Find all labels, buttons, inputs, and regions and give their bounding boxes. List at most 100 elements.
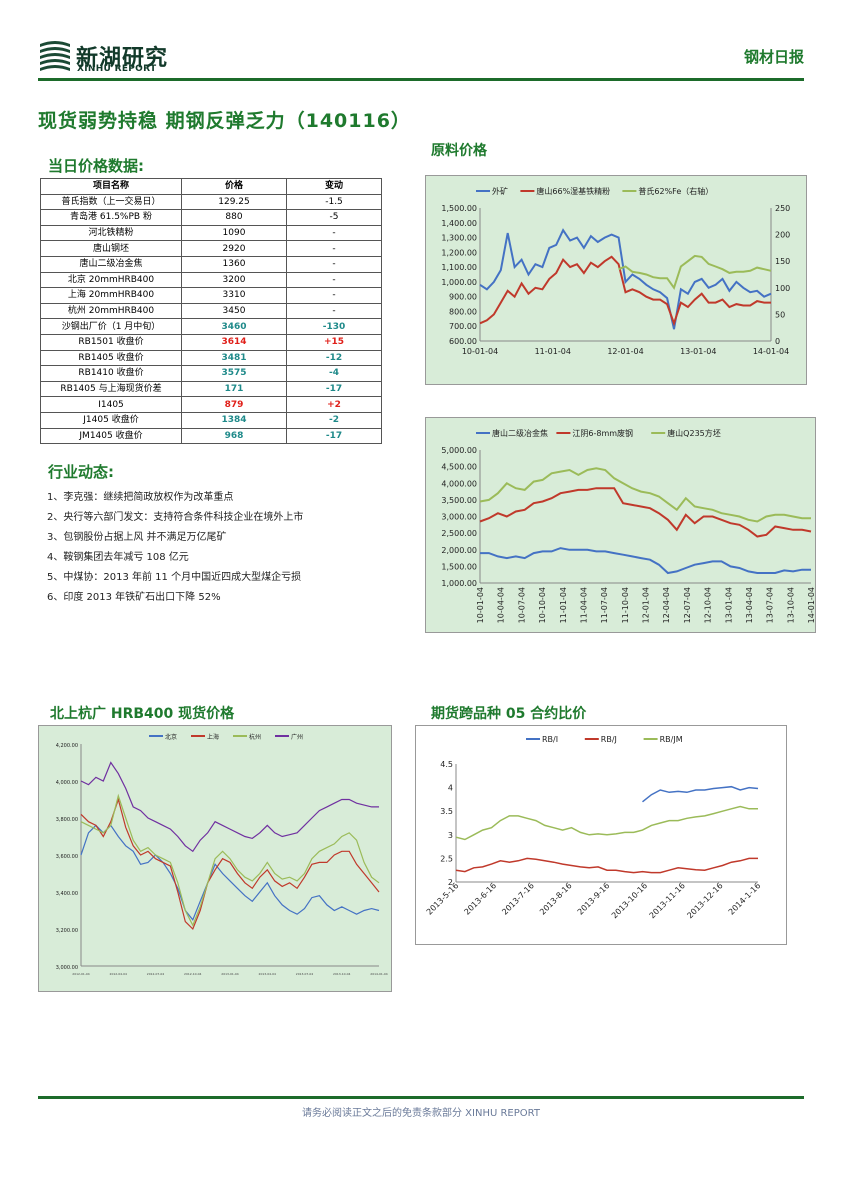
legend-label: 唐山二级冶金焦 <box>492 428 548 438</box>
news-item[interactable]: 2、央行等六部门发文：支持符合条件科技企业在境外上市 <box>47 512 304 523</box>
price-cell: 3310 <box>181 287 287 304</box>
series-line-3 <box>80 793 380 927</box>
x-tick-label: 2013-9-16 <box>576 881 612 917</box>
x-tick-label: 2013-11-16 <box>648 881 687 920</box>
y-tick-label: 3,200.00 <box>56 928 78 934</box>
legend-label: 上海 <box>207 733 219 741</box>
change-cell: +15 <box>286 333 382 351</box>
price-cell: 1090 <box>181 224 287 242</box>
table-row: RB1501 收盘价 3614 +15 <box>40 333 382 351</box>
item-name-cell: JM1405 收盘价 <box>40 427 182 445</box>
xinhu-logo-icon <box>38 40 72 71</box>
y-tick-label: 3,000.00 <box>56 965 78 971</box>
x-tick-label: 12-07-04 <box>683 587 692 623</box>
y2-tick-label: 100 <box>775 284 790 293</box>
y-tick-label: 1,000.00 <box>441 278 477 287</box>
y-tick-label: 4.5 <box>440 760 453 769</box>
table-row: 唐山二级冶金焦 1360- <box>40 255 382 273</box>
table-row: J1405 收盘价 1384 -2 <box>40 411 382 429</box>
column-header: 价格 <box>181 178 287 195</box>
y2-tick-label: 0 <box>775 337 780 346</box>
legend-label: 北京 <box>165 733 177 741</box>
item-name-cell: RB1405 与上海现货价差 <box>40 380 182 398</box>
y-tick-label: 3,400.00 <box>56 891 78 897</box>
news-item[interactable]: 1、李克强：继续把简政放权作为改革重点 <box>47 492 234 503</box>
column-header: 项目名称 <box>40 178 182 195</box>
y-tick-label: 4,000.00 <box>56 780 78 786</box>
news-item[interactable]: 6、印度 2013 年铁矿石出口下降 52% <box>47 592 221 603</box>
column-header: 变动 <box>286 178 382 195</box>
chart-raw-material-svg: 1,500.00 1,400.00 1,300.00 1,200.00 1,100.00… <box>441 186 790 356</box>
chart-coke-scrap-billet-svg: 5,000.00 4,500.00 4,000.00 3,500.00 3,000.00… <box>441 428 816 623</box>
item-name-cell: 上海 20mmHRB400 <box>40 287 182 304</box>
x-tick-label: 2012-01-04 <box>72 972 90 976</box>
news-item[interactable]: 5、中煤协：2013 年前 11 个月中国近四成大型煤企亏损 <box>47 572 302 583</box>
legend-label: 广州 <box>291 733 303 741</box>
price-cell: 968 <box>181 427 287 445</box>
legend-label: 唐山66%湿基铁精粉 <box>536 186 610 196</box>
price-cell: 3575 <box>181 365 287 382</box>
change-cell: - <box>286 240 382 257</box>
news-item[interactable]: 4、鞍钢集团去年减亏 108 亿元 <box>47 552 189 563</box>
item-name-cell: 杭州 20mmHRB400 <box>40 302 182 320</box>
price-cell: 3614 <box>181 333 287 351</box>
x-tick-label: 13-04-04 <box>745 587 754 623</box>
legend-label: RB/J <box>601 735 617 744</box>
price-cell: 2920 <box>181 240 287 257</box>
x-tick-label: 2013-5-16 <box>425 881 461 917</box>
chart-cross-ratio: 4.5 4 3.5 3 2.5 2 2013-5-16 2013-6-16 2013-7-16 2… <box>415 725 787 945</box>
x-tick-label: 2013-07-04 <box>296 972 314 976</box>
table-row: I1405 879 +2 <box>40 396 382 413</box>
y-tick-label: 2,000.00 <box>441 546 477 555</box>
price-cell: 3481 <box>181 349 287 367</box>
y-tick-label: 4,000.00 <box>441 479 477 488</box>
table-row: RB1405 收盘价 3481 -12 <box>40 349 382 367</box>
price-data-heading: 当日价格数据: <box>48 157 144 175</box>
change-cell: - <box>286 224 382 242</box>
x-tick-label: 12-01-04 <box>642 587 651 623</box>
news-item[interactable]: 3、包钢股份占据上风 并不满足万亿尾矿 <box>47 532 227 543</box>
y-tick-label: 600.00 <box>449 337 477 346</box>
series-line-2 <box>80 797 380 931</box>
y-tick-label: 3.5 <box>440 807 453 816</box>
change-cell: -17 <box>286 380 382 398</box>
price-cell: 171 <box>181 380 287 398</box>
legend-label: RB/JM <box>660 735 683 744</box>
price-cell: 3450 <box>181 302 287 320</box>
table-row: 河北铁精粉 1090- <box>40 224 382 242</box>
legend-label: 普氏62%Fe（右轴） <box>638 186 713 196</box>
change-cell: -2 <box>286 411 382 429</box>
series-line-2 <box>479 255 771 327</box>
y-tick-label: 4,200.00 <box>56 743 78 749</box>
y-tick-label: 5,000.00 <box>441 446 477 455</box>
header-divider <box>38 78 804 81</box>
legend-label: 杭州 <box>249 733 261 741</box>
change-cell: -17 <box>286 427 382 445</box>
x-tick-label: 11-07-04 <box>600 587 609 623</box>
y-tick-label: 4,500.00 <box>441 463 477 472</box>
x-tick-label: 12-10-04 <box>704 587 713 623</box>
series-line-3 <box>479 467 811 523</box>
price-cell: 3460 <box>181 318 287 335</box>
y-tick-label: 4 <box>448 784 453 793</box>
chart-coke-scrap-billet: 5,000.00 4,500.00 4,000.00 3,500.00 3,000.00… <box>425 417 816 633</box>
y-tick-label: 2,500.00 <box>441 529 477 538</box>
legend-label: 唐山Q235方坯 <box>667 428 721 438</box>
x-tick-label: 12-04-04 <box>662 587 671 623</box>
x-tick-label: 2012-07-04 <box>147 972 165 976</box>
table-row: JM1405 收盘价 968 -17 <box>40 427 382 445</box>
table-row: 唐山钢坯 2920- <box>40 240 382 257</box>
footer-disclaimer[interactable]: 请务必阅读正文之后的免责条款部分 XINHU REPORT <box>302 1108 540 1119</box>
report-type: 钢材日报 <box>743 48 804 66</box>
table-row: RB1410 收盘价 3575 -4 <box>40 365 382 382</box>
item-name-cell: 唐山二级冶金焦 <box>40 255 182 273</box>
logo-chinese-name: 新湖研究 <box>76 46 169 71</box>
legend-label: 外矿 <box>492 186 508 196</box>
series-line-4 <box>80 761 379 853</box>
x-tick-label: 2013-10-04 <box>333 972 351 976</box>
x-tick-label: 11-01-04 <box>535 347 571 356</box>
price-cell: 880 <box>181 209 287 226</box>
x-tick-label: 13-10-04 <box>786 587 795 623</box>
price-cell: 1384 <box>181 411 287 429</box>
